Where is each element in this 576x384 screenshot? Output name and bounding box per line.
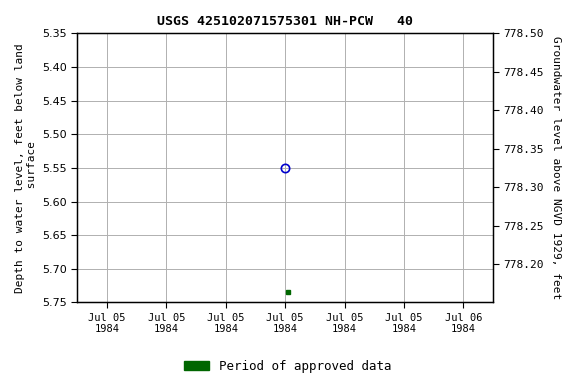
Y-axis label: Depth to water level, feet below land
 surface: Depth to water level, feet below land su…	[15, 43, 37, 293]
Title: USGS 425102071575301 NH-PCW   40: USGS 425102071575301 NH-PCW 40	[157, 15, 413, 28]
Legend: Period of approved data: Period of approved data	[179, 355, 397, 378]
Y-axis label: Groundwater level above NGVD 1929, feet: Groundwater level above NGVD 1929, feet	[551, 36, 561, 300]
